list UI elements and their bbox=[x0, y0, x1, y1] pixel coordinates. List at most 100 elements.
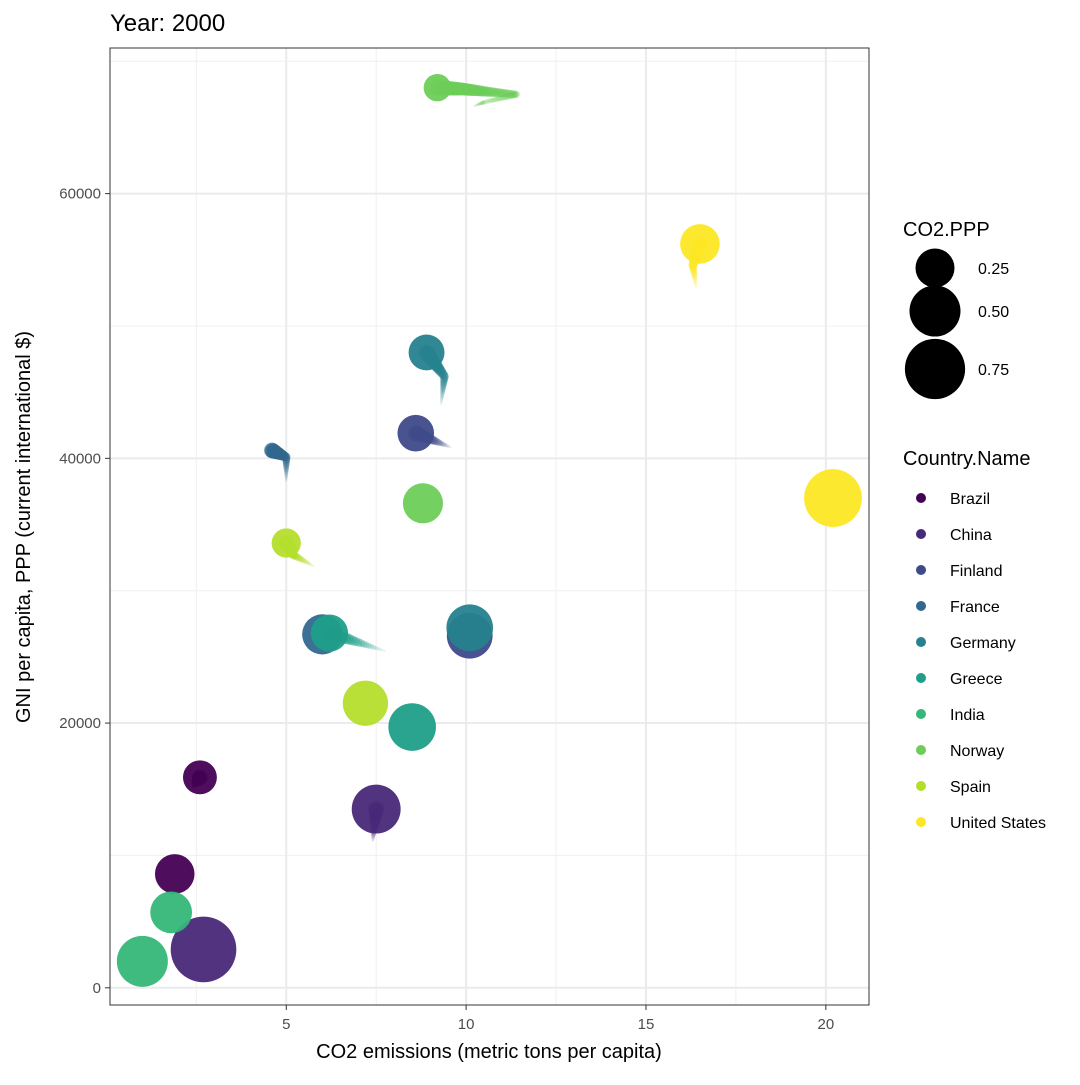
trail-mark-spain bbox=[308, 562, 312, 566]
trail-mark-united-states bbox=[692, 275, 698, 281]
size-legend-key bbox=[909, 285, 961, 337]
trail-mark-norway bbox=[492, 87, 502, 98]
trail-mark-finland bbox=[447, 444, 450, 448]
trail-mark-united-states bbox=[689, 264, 698, 273]
trail-mark-france bbox=[284, 473, 289, 478]
trail-mark-greece bbox=[350, 636, 361, 647]
trail-mark-norway bbox=[480, 100, 485, 105]
point-norway bbox=[423, 74, 452, 102]
trail-mark-greece bbox=[353, 638, 363, 647]
trail-mark-france bbox=[283, 467, 289, 473]
grid-minor bbox=[110, 48, 869, 1005]
trail-mark-finland bbox=[439, 441, 445, 447]
trail-mark-spain bbox=[294, 554, 302, 562]
trail-mark-norway bbox=[484, 99, 490, 104]
trail-mark-norway bbox=[462, 83, 475, 96]
trail-mark-germany bbox=[439, 370, 449, 380]
color-legend-key bbox=[916, 709, 926, 719]
trail-mark-germany bbox=[440, 374, 449, 383]
trail-mark-norway bbox=[505, 92, 513, 100]
point-greece bbox=[310, 614, 349, 652]
x-tick-label: 20 bbox=[817, 1016, 834, 1033]
trail-mark-norway bbox=[504, 93, 511, 100]
trail-mark-germany bbox=[440, 403, 443, 406]
trail-mark-france bbox=[273, 447, 286, 460]
trail-mark-norway bbox=[466, 84, 479, 96]
trail-mark-united-states bbox=[690, 269, 698, 276]
trail-mark-germany bbox=[435, 365, 446, 376]
color-legend-label: France bbox=[950, 599, 1000, 616]
point-united-states bbox=[680, 224, 720, 264]
trail-mark-norway bbox=[480, 101, 485, 105]
point-germany bbox=[408, 334, 445, 371]
trail-mark-france bbox=[284, 476, 288, 480]
trail-mark-germany bbox=[440, 392, 445, 397]
trail-mark-norway bbox=[460, 83, 474, 96]
size-legend-label: 0.50 bbox=[978, 304, 1009, 321]
trail-mark-norway bbox=[481, 86, 492, 97]
trail-mark-norway bbox=[493, 96, 499, 103]
point-china bbox=[351, 784, 401, 834]
trail-mark-spain bbox=[305, 560, 310, 565]
trail-mark-norway bbox=[506, 89, 514, 98]
trail-mark-norway bbox=[488, 87, 498, 97]
x-axis-label: CO2 emissions (metric tons per capita) bbox=[316, 1041, 662, 1063]
trail-mark-france bbox=[277, 449, 288, 461]
trail-mark-germany bbox=[440, 385, 446, 392]
trail-mark-norway bbox=[497, 88, 507, 98]
color-legend-key bbox=[916, 673, 926, 683]
point-china bbox=[170, 916, 237, 983]
trail-mark-france bbox=[283, 463, 290, 470]
trail-mark-spain bbox=[298, 556, 305, 563]
trail-mark-united-states bbox=[694, 284, 698, 287]
trail-mark-france bbox=[284, 469, 289, 475]
trail-mark-china bbox=[371, 834, 376, 839]
trail-mark-norway bbox=[493, 88, 503, 98]
x-tick-label: 10 bbox=[458, 1016, 475, 1033]
trail-mark-norway bbox=[501, 89, 511, 98]
trail-mark-norway bbox=[485, 87, 496, 97]
x-tick-label: 15 bbox=[638, 1016, 655, 1033]
trail-mark-norway bbox=[510, 91, 518, 99]
trail-mark-france bbox=[282, 457, 290, 466]
trail-mark-france bbox=[278, 450, 289, 461]
trail-mark-finland bbox=[433, 438, 441, 446]
trail-mark-norway bbox=[474, 104, 477, 107]
y-tick-label: 60000 bbox=[59, 186, 101, 203]
trail-mark-norway bbox=[475, 103, 478, 107]
trail-mark-united-states bbox=[688, 262, 698, 271]
trail-mark-norway bbox=[483, 99, 488, 105]
trail-mark-norway bbox=[503, 89, 512, 98]
trail-mark-germany bbox=[436, 366, 447, 377]
trail-mark-united-states bbox=[689, 265, 698, 274]
point-greece bbox=[388, 703, 436, 751]
trail-mark-norway bbox=[465, 84, 478, 96]
trail-mark-france bbox=[285, 478, 288, 481]
trail-mark-spain bbox=[306, 561, 311, 565]
trail-mark-germany bbox=[440, 389, 445, 395]
trail-mark-united-states bbox=[695, 286, 698, 289]
trail-mark-germany bbox=[440, 386, 446, 393]
trail-mark-norway bbox=[511, 90, 519, 98]
color-legend-label: Finland bbox=[950, 563, 1002, 580]
trail-mark-norway bbox=[500, 89, 509, 98]
x-axis-ticks: 5 10 15 20 bbox=[282, 1005, 834, 1033]
color-legend-label: Greece bbox=[950, 671, 1003, 688]
color-legend-key bbox=[916, 493, 926, 503]
point-brazil bbox=[154, 854, 195, 894]
trail-mark-norway bbox=[477, 102, 481, 106]
trail-mark-germany bbox=[437, 368, 447, 378]
trail-mark-france bbox=[277, 450, 289, 461]
color-legend-label: India bbox=[950, 707, 985, 724]
trail-mark-norway bbox=[481, 100, 486, 105]
trail-mark-greece bbox=[345, 634, 356, 646]
trail-mark-norway bbox=[475, 85, 487, 97]
trail-mark-norway bbox=[504, 89, 513, 98]
trail-mark-norway bbox=[478, 102, 482, 106]
trail-mark-spain bbox=[302, 559, 308, 564]
trail-mark-united-states bbox=[691, 273, 698, 279]
trail-mark-france bbox=[281, 452, 291, 462]
color-legend-label: Spain bbox=[950, 779, 991, 796]
color-legend-title: Country.Name bbox=[903, 448, 1030, 470]
